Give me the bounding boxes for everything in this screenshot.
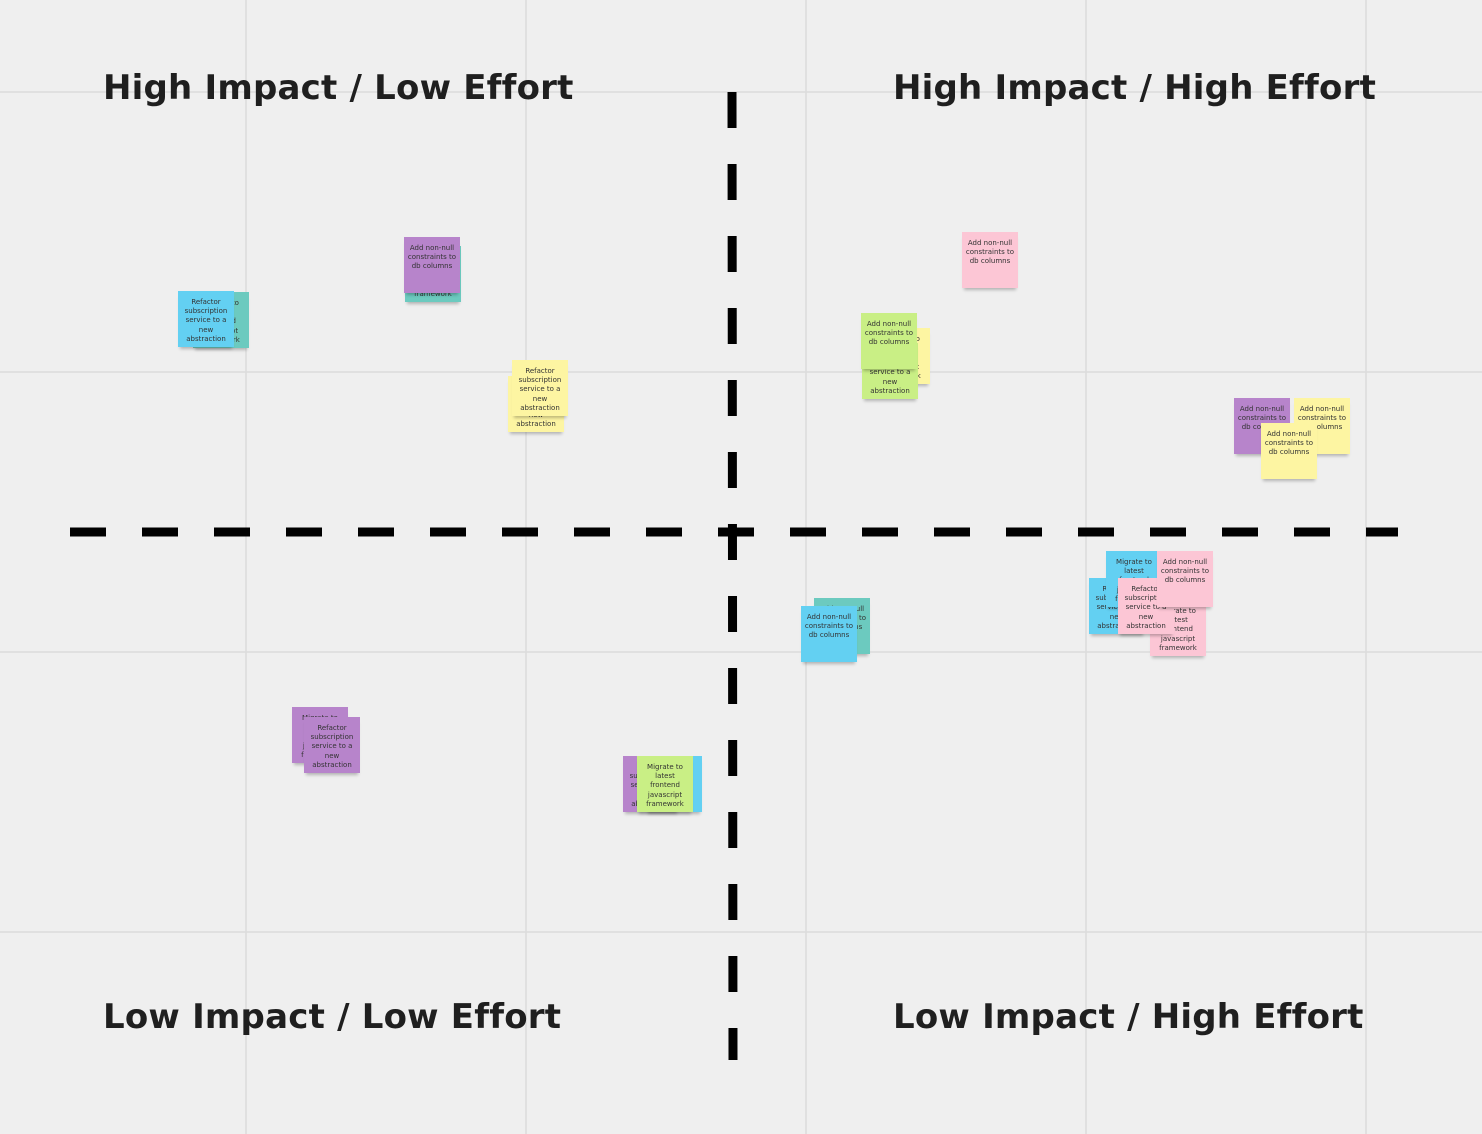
sticky-note[interactable]: Refactor subscription service to a new a…: [304, 717, 360, 773]
note-text: Refactor subscription service to a new a…: [1124, 585, 1168, 630]
sticky-note[interactable]: Migrate to latest frontend javascript fr…: [637, 756, 693, 812]
quadrant-title: High Impact / Low Effort: [103, 68, 574, 108]
sticky-note[interactable]: Add non-null constraints to db columns: [1261, 423, 1317, 479]
note-text: Add non-null constraints to db columns: [965, 239, 1015, 266]
note-text: Migrate to latest frontend javascript fr…: [1159, 607, 1197, 652]
vertical-axis: [727, 91, 738, 1061]
note-text: Add non-null constraints to db columns: [1297, 405, 1347, 432]
sticky-note[interactable]: Refactor subscription service to a new a…: [178, 291, 234, 347]
note-text: Refactor subscription service to a new a…: [310, 724, 354, 769]
quadrant-title: High Impact / High Effort: [893, 68, 1377, 108]
note-text: Add non-null constraints to db columns: [804, 613, 854, 640]
sticky-note[interactable]: Add non-null constraints to db columns: [861, 313, 917, 369]
note-text: Add non-null constraints to db columns: [407, 244, 457, 271]
sticky-note[interactable]: Add non-null constraints to db columns: [404, 237, 460, 293]
quadrant-title: Low Impact / Low Effort: [103, 997, 562, 1037]
note-text: Refactor subscription service to a new a…: [184, 298, 228, 343]
sticky-note[interactable]: Add non-null constraints to db columns: [1157, 551, 1213, 607]
sticky-note[interactable]: Add non-null constraints to db columns: [801, 606, 857, 662]
note-text: Migrate to latest frontend javascript fr…: [646, 763, 684, 808]
note-text: Add non-null constraints to db columns: [864, 320, 914, 347]
note-text: Refactor subscription service to a new a…: [518, 367, 562, 412]
note-text: Add non-null constraints to db columns: [1160, 558, 1210, 585]
sticky-note[interactable]: Add non-null constraints to db columns: [962, 232, 1018, 288]
sticky-note[interactable]: Refactor subscription service to a new a…: [512, 360, 568, 416]
note-text: Add non-null constraints to db columns: [1264, 430, 1314, 457]
quadrant-title: Low Impact / High Effort: [893, 997, 1364, 1037]
